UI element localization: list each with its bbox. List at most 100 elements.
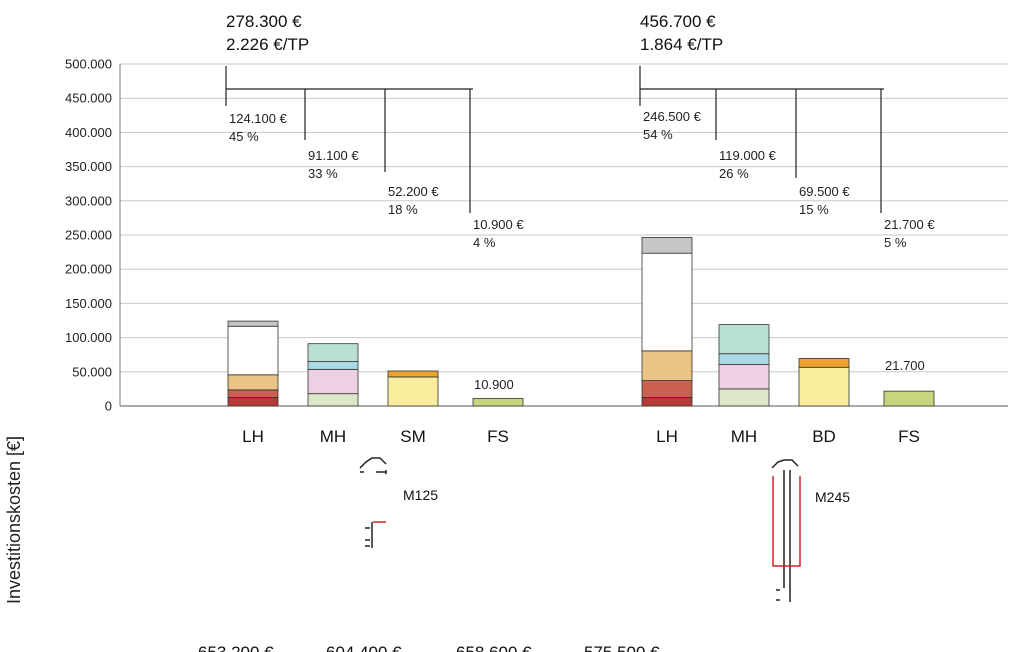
group-total-label: 456.700 € xyxy=(640,12,716,31)
group-total-per-tp-label: 2.226 €/TP xyxy=(226,35,309,54)
x-category-label: FS xyxy=(487,427,509,446)
segment-value-label: 142.800 xyxy=(583,0,630,3)
segment-value-label: 26.200 xyxy=(310,0,350,3)
x-category-label: MH xyxy=(320,427,346,446)
bar-share-amount: 119.000 € xyxy=(719,148,777,163)
bar-share-amount: 52.200 € xyxy=(388,184,439,199)
segment-value-label: 23.100 xyxy=(590,0,630,3)
bar-segment xyxy=(227,320,279,327)
machine-sketch-m245-red-frame xyxy=(772,476,801,567)
segment-value-label: 35.600 xyxy=(721,0,761,3)
bar-segment xyxy=(718,364,770,390)
bar-share-amount: 124.100 € xyxy=(229,111,288,126)
segment-value-label: 8.700 xyxy=(391,0,424,3)
segment-value-label: 12.900 xyxy=(802,0,842,3)
segment-value-label: 10.900 xyxy=(474,377,514,392)
bar-segment xyxy=(307,343,359,363)
bottom-total-label: 653.200 € xyxy=(198,643,274,652)
y-axis-ticks: 0 50.000 100.000 150.000 200.000 250.000 300.0… xyxy=(65,57,112,414)
bar-share-amount: 69.500 € xyxy=(799,184,850,199)
y-tick-label: 50.000 xyxy=(72,364,112,379)
bar-segment xyxy=(718,388,770,407)
bar-segment xyxy=(472,398,524,407)
bar-segment xyxy=(227,397,279,407)
bar-share-percent: 33 % xyxy=(308,166,338,181)
bottom-totals-row: 653.200 € 604.400 € 658.600 € 575.500 € xyxy=(198,643,660,652)
x-category-label: LH xyxy=(656,427,678,446)
segment-value-label: 42.600 xyxy=(721,0,761,3)
segment-value-label: 18.000 xyxy=(310,0,350,3)
bar-share-percent: 15 % xyxy=(799,202,829,217)
bar-segment xyxy=(387,376,439,407)
bar-segment xyxy=(641,350,693,381)
bar-share-percent: 54 % xyxy=(643,127,673,142)
machine-label-m125: M125 xyxy=(403,487,438,503)
segment-value-label: 11.300 xyxy=(310,0,349,3)
segment-value-label: 42.500 xyxy=(391,0,431,3)
bar-share-amount: 246.500 € xyxy=(643,109,702,124)
machine-sketch-m125 xyxy=(359,457,387,548)
y-tick-label: 350.000 xyxy=(65,159,112,174)
bar-segment xyxy=(227,374,279,391)
y-axis-label: Investitionskosten [€] xyxy=(4,436,24,604)
machine-sketch-m245 xyxy=(771,459,799,602)
bar-groups xyxy=(227,236,935,407)
bar-segment xyxy=(798,366,850,407)
bar-share-percent: 45 % xyxy=(229,129,259,144)
y-tick-label: 500.000 xyxy=(65,57,112,72)
bar-share-percent: 18 % xyxy=(388,202,418,217)
bottom-total-label: 658.600 € xyxy=(456,643,532,652)
segment-value-label: 21.700 xyxy=(885,358,925,373)
bar-segment xyxy=(307,368,359,395)
bottom-total-label: 604.400 € xyxy=(326,643,402,652)
segment-value-label: 43.400 xyxy=(590,0,630,3)
bar-segment xyxy=(227,389,279,398)
bar-segment xyxy=(307,393,359,407)
bar-segment xyxy=(307,361,359,370)
segment-value-label: 11.100 xyxy=(181,0,220,3)
bar-share-percent: 26 % xyxy=(719,166,749,181)
y-tick-label: 250.000 xyxy=(65,228,112,243)
x-category-label: MH xyxy=(731,427,757,446)
data-labels: 278.300 € 2.226 €/TP 124.100 € 45 % LH 12.500… xyxy=(180,0,935,446)
y-tick-label: 450.000 xyxy=(65,91,112,106)
bar-share-amount: 21.700 € xyxy=(884,217,935,232)
bar-segment xyxy=(387,370,439,378)
y-tick-label: 400.000 xyxy=(65,125,112,140)
bar-segment xyxy=(718,353,770,365)
segment-value-label: 24.700 xyxy=(590,0,630,3)
segment-value-label: 12.500 xyxy=(180,0,220,3)
bar-share-percent: 5 % xyxy=(884,235,907,250)
total-brackets xyxy=(225,66,884,213)
segment-value-label: 71.000 xyxy=(180,0,220,3)
bar-share-amount: 10.900 € xyxy=(473,217,524,232)
group-total-per-tp-label: 1.864 €/TP xyxy=(640,35,723,54)
segment-value-label: 56.600 xyxy=(802,0,842,3)
bottom-total-label: 575.500 € xyxy=(584,643,660,652)
segment-value-label: 22.000 xyxy=(180,0,220,3)
bar-segment xyxy=(227,325,279,376)
y-tick-label: 100.000 xyxy=(65,330,112,345)
bar-share-percent: 4 % xyxy=(473,235,496,250)
segment-value-label: 7.500 xyxy=(187,0,220,3)
x-category-label: SM xyxy=(400,427,426,446)
x-category-label: LH xyxy=(242,427,264,446)
bar-segment xyxy=(883,390,935,407)
x-category-label: BD xyxy=(812,427,836,446)
segment-value-label: 12.500 xyxy=(590,0,630,3)
y-tick-label: 200.000 xyxy=(65,262,112,277)
bar-segment xyxy=(641,236,693,254)
bar-segment xyxy=(641,397,693,407)
machine-label-m245: M245 xyxy=(815,489,850,505)
bar-share-amount: 91.100 € xyxy=(308,148,359,163)
bar-segment xyxy=(641,380,693,398)
x-category-label: FS xyxy=(898,427,920,446)
bar-segment xyxy=(641,252,693,352)
y-tick-label: 150.000 xyxy=(65,296,112,311)
segment-value-label: 25.000 xyxy=(721,0,761,3)
y-tick-label: 300.000 xyxy=(65,193,112,208)
group-total-label: 278.300 € xyxy=(226,12,302,31)
y-tick-label: 0 xyxy=(105,399,112,414)
segment-value-label: 15.800 xyxy=(721,0,761,3)
